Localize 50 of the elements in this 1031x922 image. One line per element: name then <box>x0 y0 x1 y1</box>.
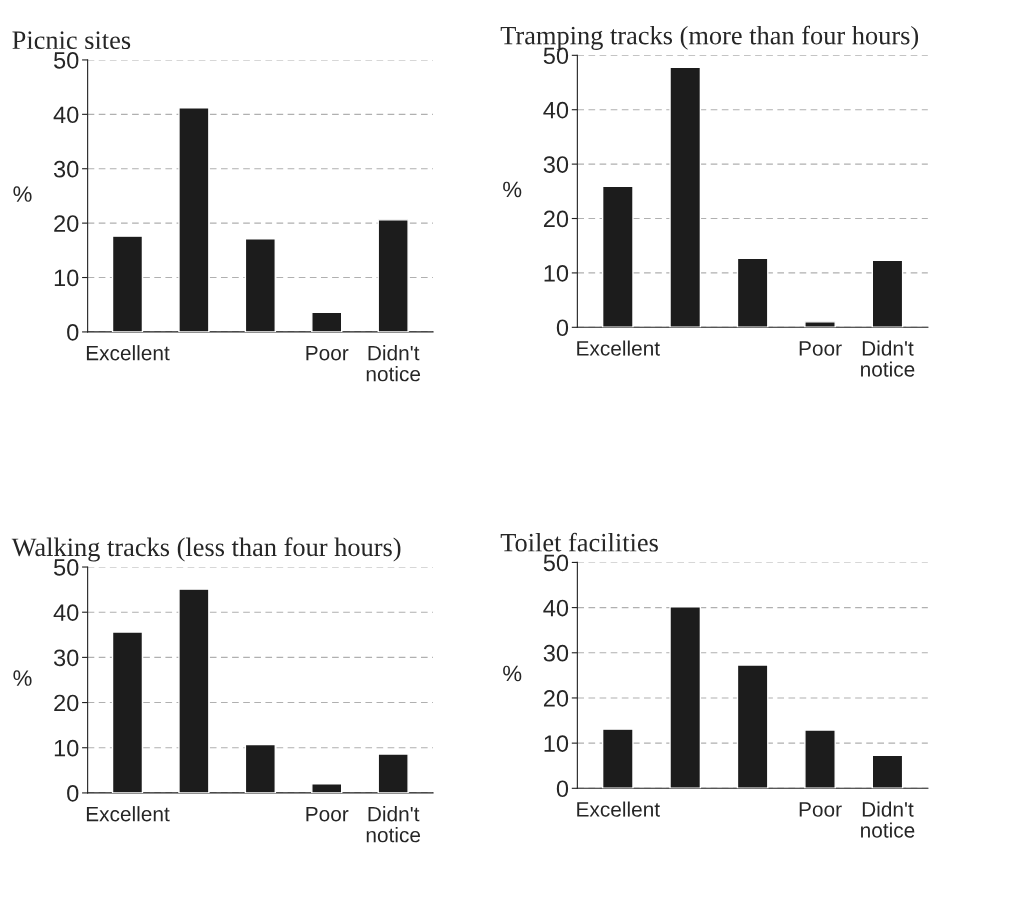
y-tick-label: 40 <box>53 106 79 124</box>
y-tick-label: 0 <box>556 319 569 337</box>
y-tick-label: 50 <box>53 52 79 69</box>
x-tick-label: Poor <box>306 806 349 822</box>
y-tick-label: 0 <box>67 323 79 341</box>
y-tick-label: 10 <box>54 739 79 757</box>
y-axis-title: % <box>13 186 32 202</box>
y-tick-label: 0 <box>556 780 569 798</box>
bar <box>601 185 634 328</box>
y-tick-label: 10 <box>544 735 569 752</box>
x-tick-label: Excellent <box>577 340 660 356</box>
y-tick-label: 20 <box>54 215 79 232</box>
y-tick-label: 40 <box>543 101 569 119</box>
y-axis-title: % <box>503 181 522 198</box>
bar <box>804 321 836 328</box>
x-tick-label: Excellent <box>86 806 170 822</box>
chart-title: Toilet facilities <box>500 532 658 552</box>
chart-title: Picnic sites <box>12 31 131 50</box>
bar <box>871 259 904 328</box>
y-tick-label: 0 <box>67 784 79 802</box>
x-tick-label: Excellent <box>86 345 170 361</box>
x-tick-label: Poor <box>306 345 349 361</box>
y-tick-label: 30 <box>53 649 79 667</box>
bar <box>871 754 904 789</box>
y-tick-label: 10 <box>544 264 569 282</box>
y-tick-label: 30 <box>543 156 569 173</box>
y-tick-label: 30 <box>53 160 79 178</box>
y-tick-label: 40 <box>53 604 79 621</box>
bar <box>601 728 634 789</box>
bar <box>669 605 702 789</box>
y-tick-label: 20 <box>543 690 569 707</box>
y-tick-label: 20 <box>543 210 569 228</box>
y-axis-title: % <box>13 670 32 686</box>
y-tick-label: 50 <box>543 554 569 572</box>
x-tick-label: Poor <box>799 802 842 817</box>
x-tick-label: Didn't notice <box>366 806 421 843</box>
x-tick-label: Poor <box>799 341 842 356</box>
bar <box>804 729 836 789</box>
x-tick-label: Excellent <box>577 801 660 817</box>
x-tick-label: Didn't notice <box>861 801 915 838</box>
bar <box>736 664 769 789</box>
bar <box>736 257 769 328</box>
y-axis-title: % <box>503 665 522 682</box>
y-tick-label: 40 <box>543 599 569 617</box>
bar <box>669 66 702 328</box>
y-tick-label: 20 <box>54 694 79 712</box>
y-tick-label: 10 <box>54 269 79 287</box>
y-tick-label: 30 <box>543 644 569 662</box>
x-tick-label: Didn't notice <box>861 340 915 377</box>
x-tick-label: Didn't notice <box>366 345 421 382</box>
